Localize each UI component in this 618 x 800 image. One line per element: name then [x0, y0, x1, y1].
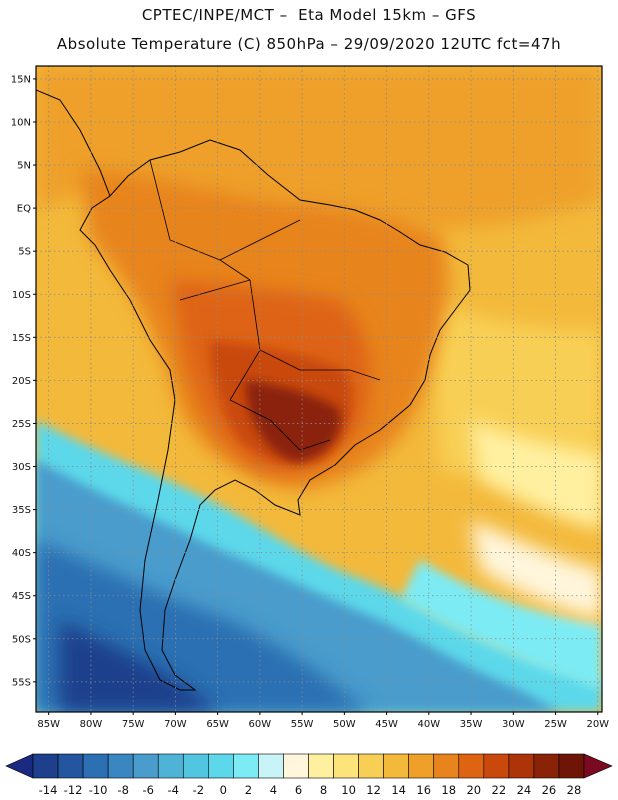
lat-label: 20S [12, 376, 31, 387]
colorbar: -14 -12 -10 -8 -6 -4 -2 0 2 4 6 8 10 12 14 16 18 20 22 24 26… [5, 753, 613, 797]
lat-label: 55S [12, 677, 31, 688]
lat-label: 35S [12, 505, 31, 516]
lat-label: 10N [11, 117, 31, 128]
colorbar-label: 14 [391, 783, 406, 797]
lat-label: 25S [12, 419, 31, 430]
lon-label: 30W [502, 719, 525, 730]
colorbar-swatch [233, 753, 259, 779]
colorbar-swatch [258, 753, 284, 779]
colorbar-swatch [458, 753, 485, 779]
colorbar-label: -4 [168, 783, 179, 797]
lat-label: 10S [12, 290, 31, 301]
lat-label: 45S [12, 591, 31, 602]
lon-label: 55W [291, 719, 314, 730]
colorbar-label: 16 [416, 783, 431, 797]
colorbar-label: 4 [270, 783, 277, 797]
lon-label: 40W [418, 719, 441, 730]
colorbar-swatch [132, 753, 159, 779]
colorbar-label: -12 [64, 783, 83, 797]
colorbar-label: 10 [341, 783, 356, 797]
colorbar-swatch [358, 753, 384, 779]
colorbar-swatch [533, 753, 560, 779]
colorbar-swatch [208, 753, 234, 779]
map-title-line1: CPTEC/INPE/MCT – Eta Model 15km – GFS [141, 6, 477, 24]
lat-label: 5S [18, 247, 31, 258]
colorbar-under-arrow [5, 753, 34, 779]
lat-label: 15S [12, 333, 31, 344]
colorbar-swatch [57, 753, 84, 779]
colorbar-label: 20 [466, 783, 481, 797]
lon-label: 70W [164, 719, 187, 730]
coastline-central-america [36, 89, 111, 197]
colorbar-swatch [483, 753, 510, 779]
longitude-labels: 85W 80W 75W 70W 65W 60W 55W 50W 45W 40W 35W 30W 25W 2… [37, 719, 609, 730]
colorbar-swatch [157, 753, 184, 779]
lon-label: 60W [249, 719, 272, 730]
temperature-field [36, 66, 602, 712]
colorbar-label: 6 [295, 783, 302, 797]
colorbar-label: 0 [220, 783, 227, 797]
colorbar-swatch [283, 753, 309, 779]
colorbar-label: 22 [492, 783, 507, 797]
colorbar-label: 26 [542, 783, 557, 797]
lon-label: 50W [333, 719, 356, 730]
lon-label: 25W [544, 719, 567, 730]
colorbar-swatch [433, 753, 460, 779]
lon-label: 35W [460, 719, 483, 730]
colorbar-swatch [308, 753, 334, 779]
lon-label: 80W [80, 719, 103, 730]
lon-label: 75W [122, 719, 145, 730]
colorbar-label: 28 [567, 783, 582, 797]
lat-label: EQ [17, 204, 31, 215]
lon-label: 65W [206, 719, 229, 730]
colorbar-swatch [508, 753, 535, 779]
colorbar-label: 12 [366, 783, 381, 797]
lon-label: 20W [586, 719, 609, 730]
lat-label: 30S [12, 462, 31, 473]
colorbar-label: -8 [117, 783, 128, 797]
colorbar-swatch [182, 753, 209, 779]
lat-label: 50S [12, 634, 31, 645]
colorbar-swatch [408, 753, 435, 779]
colorbar-label: 2 [245, 783, 252, 797]
colorbar-swatch [558, 753, 585, 779]
colorbar-over-arrow [583, 753, 613, 779]
colorbar-label: -10 [89, 783, 108, 797]
colorbar-label: -2 [193, 783, 204, 797]
colorbar-label: 18 [441, 783, 456, 797]
colorbar-swatch [32, 753, 59, 779]
colorbar-swatch [82, 753, 109, 779]
colorbar-label: -6 [142, 783, 153, 797]
map-frame [35, 65, 603, 713]
lat-label: 15N [11, 74, 31, 85]
colorbar-swatch [107, 753, 134, 779]
lat-label: 5N [17, 161, 31, 172]
map-title-line2: Absolute Temperature (C) 850hPa – 29/09/… [56, 35, 562, 53]
colorbar-label: 8 [320, 783, 327, 797]
colorbar-label: -14 [39, 783, 58, 797]
lon-label: 45W [375, 719, 398, 730]
lon-label: 85W [37, 719, 60, 730]
coastline-south-america [79, 139, 471, 691]
colorbar-label: 24 [517, 783, 532, 797]
latitude-labels: 15N 10N 5N EQ 5S 10S 15S 20S 25S 30S 35S 40S 45S 50S 5… [11, 74, 31, 688]
lat-label: 40S [12, 548, 31, 559]
colorbar-swatch [333, 753, 359, 779]
colorbar-swatch [383, 753, 409, 779]
